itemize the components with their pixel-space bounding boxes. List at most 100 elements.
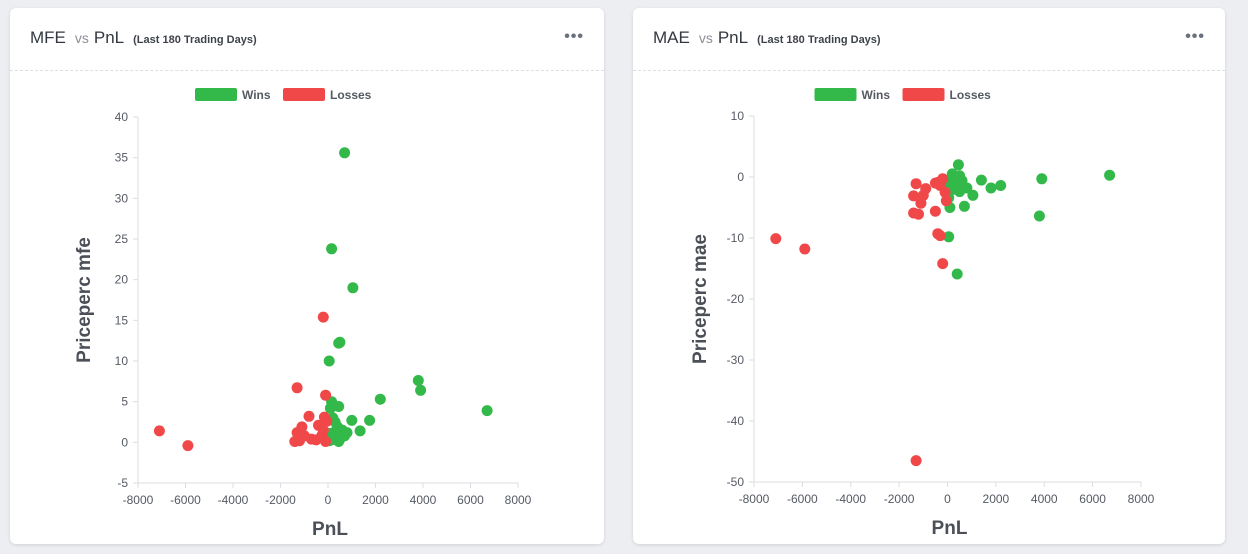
- y-tick-label: 10: [115, 354, 129, 368]
- loss-data-point: [934, 230, 946, 242]
- y-tick-label: -10: [727, 231, 745, 245]
- x-tick-label: -8000: [123, 493, 154, 507]
- x-tick-label: -6000: [787, 492, 818, 506]
- y-tick-label: 40: [115, 110, 129, 124]
- legend-swatch-wins: [195, 88, 237, 101]
- x-tick-label: 2000: [983, 492, 1010, 506]
- loss-data-point: [321, 415, 333, 427]
- loss-data-point: [770, 233, 782, 245]
- loss-data-point: [937, 258, 949, 270]
- win-data-point: [945, 177, 957, 188]
- win-data-point: [995, 180, 1007, 191]
- y-tick-label: -20: [727, 292, 745, 306]
- mae-vs-pnl-card: MAE vs PnL (Last 180 Trading Days) ••• -50-…: [633, 8, 1225, 544]
- legend-label-wins: Wins: [242, 88, 271, 102]
- y-tick-label: -40: [727, 414, 745, 428]
- win-data-point: [481, 405, 493, 417]
- loss-data-point: [920, 183, 932, 195]
- title-pnl: PnL: [717, 28, 749, 47]
- title-pnl: PnL: [93, 28, 125, 47]
- win-data-point: [374, 393, 386, 405]
- win-data-point: [347, 282, 359, 294]
- loss-data-point: [908, 190, 920, 202]
- y-tick-label: 30: [115, 191, 129, 205]
- chart-legend: Wins Losses: [195, 88, 372, 102]
- x-tick-label: -8000: [739, 492, 770, 506]
- loss-data-point: [915, 197, 927, 209]
- y-tick-label: 0: [121, 435, 128, 449]
- loss-data-point: [932, 177, 944, 188]
- ellipsis-icon[interactable]: •••: [564, 28, 584, 45]
- title-vs: vs: [74, 30, 89, 46]
- y-tick-label: -30: [727, 353, 745, 367]
- win-data-point: [952, 159, 964, 171]
- x-tick-label: 8000: [1128, 492, 1155, 506]
- y-tick-label: 0: [737, 170, 744, 184]
- y-tick-label: -5: [117, 476, 128, 490]
- win-data-point: [1036, 173, 1048, 185]
- legend-swatch-wins: [814, 88, 857, 101]
- win-data-point: [333, 401, 345, 412]
- loss-data-point: [910, 178, 922, 190]
- win-data-point: [1104, 169, 1116, 181]
- title-metric: MFE: [30, 28, 66, 47]
- y-axis-title: Priceperc mfe: [74, 237, 95, 363]
- card-title: MFE vs PnL (Last 180 Trading Days): [30, 28, 257, 48]
- win-data-point: [954, 170, 966, 182]
- x-axis-title: PnL: [312, 519, 348, 540]
- y-tick-label: 25: [115, 232, 129, 246]
- win-data-point: [323, 355, 335, 367]
- mfe-vs-pnl-card: MFE vs PnL (Last 180 Trading Days) ••• -5 0 5…: [10, 8, 604, 544]
- legend-swatch-losses: [902, 88, 945, 101]
- loss-data-point: [929, 205, 941, 217]
- win-data-point: [333, 436, 345, 447]
- card-header: MAE vs PnL (Last 180 Trading Days) •••: [633, 8, 1225, 71]
- x-tick-label: 6000: [457, 493, 484, 507]
- title-metric: MAE: [653, 28, 690, 47]
- ellipsis-icon[interactable]: •••: [1185, 28, 1205, 45]
- win-data-point: [943, 231, 955, 243]
- mfe-scatter-chart: -5 0 5 10 15 20 25 30 35 40 -8000 -6000 -4000 -2000 0 2…: [74, 88, 532, 540]
- loss-data-point: [291, 382, 303, 394]
- loss-data-point: [153, 425, 165, 437]
- x-axis-title: PnL: [932, 518, 968, 539]
- x-tick-label: 8000: [505, 493, 532, 507]
- x-tick-label: 6000: [1079, 492, 1106, 506]
- loss-data-point: [910, 455, 922, 467]
- loss-data-point: [940, 195, 952, 207]
- win-data-point: [975, 174, 987, 186]
- legend-label-losses: Losses: [950, 88, 992, 102]
- win-data-point: [326, 243, 338, 255]
- title-vs: vs: [698, 30, 713, 46]
- loss-data-point: [913, 208, 924, 220]
- y-tick-label: 5: [121, 395, 128, 409]
- loss-data-point: [303, 410, 315, 422]
- loss-data-point: [182, 440, 194, 452]
- win-data-point: [334, 336, 346, 348]
- y-tick-label: 20: [115, 273, 129, 287]
- loss-data-point: [317, 311, 329, 323]
- win-data-point: [354, 425, 366, 437]
- win-data-point: [967, 189, 979, 201]
- win-data-point: [364, 414, 376, 426]
- x-tick-label: 4000: [410, 493, 437, 507]
- win-data-point: [339, 147, 351, 159]
- x-tick-label: -4000: [218, 493, 249, 507]
- x-tick-label: 0: [944, 492, 951, 506]
- win-data-point: [985, 182, 997, 194]
- win-data-point: [329, 426, 341, 438]
- x-tick-label: 4000: [1031, 492, 1058, 506]
- win-data-point: [346, 414, 358, 426]
- y-tick-label: 15: [115, 313, 129, 327]
- y-tick-label: 10: [731, 109, 745, 123]
- x-tick-label: -4000: [835, 492, 866, 506]
- x-tick-label: -2000: [265, 493, 296, 507]
- legend-label-losses: Losses: [330, 88, 372, 102]
- x-tick-label: 2000: [362, 493, 389, 507]
- win-data-point: [324, 402, 336, 414]
- win-data-point: [415, 384, 427, 396]
- loss-data-point: [316, 429, 328, 441]
- win-data-point: [951, 268, 963, 280]
- loss-data-point: [320, 389, 332, 401]
- mae-scatter-chart: -50 -40 -30 -20 -10 0 10 -8000 -6000 -4000 -2000 0 2…: [690, 88, 1155, 539]
